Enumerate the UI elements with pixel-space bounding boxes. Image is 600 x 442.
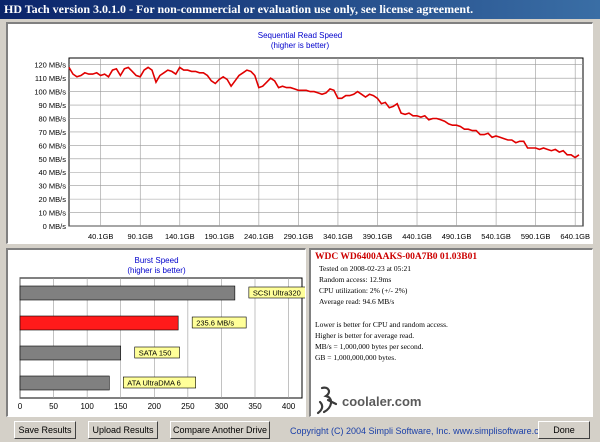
burst-bar (19, 285, 236, 301)
burst-x-tick: 50 (49, 402, 58, 411)
read-x-tick: 540.1GB (481, 232, 511, 241)
burst-bar-label: SCSI Ultra320 (253, 289, 301, 298)
burst-bar-label: 235.6 MB/s (196, 319, 234, 328)
burst-label-box (134, 346, 180, 359)
drive-model: WDC WD6400AAKS-00A7B0 01.03B01 (315, 252, 478, 262)
burst-x-tick: 0 (18, 402, 23, 411)
window-title: HD Tach version 3.0.1.0 - For non-commer… (0, 0, 600, 19)
read-y-tick: 40 MB/s (38, 168, 66, 177)
upload-results-button[interactable]: Upload Results (88, 421, 158, 439)
read-x-tick: 290.1GB (284, 232, 314, 241)
burst-x-tick: 400 (282, 402, 296, 411)
watermark-text: coolaler.com (342, 394, 421, 409)
read-y-tick: 50 MB/s (38, 155, 66, 164)
read-x-tick: 590.1GB (521, 232, 551, 241)
read-y-tick: 30 MB/s (38, 182, 66, 191)
random-access: Random access: 12.9ms (319, 275, 392, 284)
burst-x-tick: 350 (248, 402, 262, 411)
read-y-tick: 90 MB/s (38, 101, 66, 110)
burst-x-tick: 200 (148, 402, 162, 411)
burst-chart-subtitle: (higher is better) (127, 266, 186, 275)
note-mbs: MB/s = 1,000,000 bytes per second. (315, 342, 424, 351)
note-read: Higher is better for average read. (315, 331, 415, 340)
read-chart-title: Sequential Read Speed (257, 31, 343, 40)
read-x-tick: 40.1GB (88, 232, 113, 241)
burst-x-tick: 100 (80, 402, 94, 411)
burst-bar-tested-drive (19, 315, 179, 331)
burst-label-box (191, 316, 247, 329)
sequential-read-panel: Sequential Read Speed (higher is better)… (6, 22, 593, 244)
watermark-logo: coolaler.com (316, 386, 421, 415)
compare-another-drive-button[interactable]: Compare Another Drive (170, 421, 270, 439)
tested-on: Tested on 2008-02-23 at 05:21 (319, 264, 411, 273)
burst-x-tick: 300 (215, 402, 229, 411)
burst-bar-label: ATA UltraDMA 6 (127, 379, 181, 388)
read-y-tick: 110 MB/s (35, 74, 66, 83)
done-button[interactable]: Done (538, 421, 590, 439)
copyright-text: Copyright (C) 2004 Simpli Software, Inc.… (290, 426, 552, 436)
read-x-tick: 440.1GB (402, 232, 432, 241)
read-speed-line (68, 66, 580, 159)
read-x-tick: 140.1GB (165, 232, 195, 241)
burst-x-tick: 250 (181, 402, 195, 411)
read-x-tick: 490.1GB (442, 232, 472, 241)
read-chart-subtitle: (higher is better) (270, 41, 330, 50)
read-x-tick: 390.1GB (363, 232, 393, 241)
burst-bar (19, 345, 122, 361)
burst-speed-panel: Burst Speed (higher is better) 0 50 100 150… (6, 248, 306, 417)
burst-speed-chart: 0 50 100 150 200 250 300 350 400 SCSI Ultra320 235… (18, 277, 305, 411)
burst-chart-title: Burst Speed (134, 256, 179, 265)
note-cpu: Lower is better for CPU and random acces… (315, 320, 448, 329)
read-x-tick: 640.1GB (560, 232, 590, 241)
read-y-tick: 100 MB/s (34, 88, 66, 97)
read-y-tick: 0 MB/s (43, 222, 67, 231)
read-x-tick: 340.1GB (323, 232, 353, 241)
read-y-tick: 70 MB/s (38, 128, 66, 137)
burst-bar-label: SATA 150 (139, 349, 172, 358)
save-results-button[interactable]: Save Results (14, 421, 76, 439)
note-gb: GB = 1,000,000,000 bytes. (315, 353, 397, 362)
read-y-tick: 10 MB/s (38, 209, 66, 218)
sequential-read-chart: 0 MB/s 10 MB/s 20 MB/s 30 MB/s 40 MB/s 50 MB/… (34, 57, 590, 241)
drive-info-panel: WDC WD6400AAKS-00A7B0 01.03B01 Tested on… (309, 248, 593, 417)
cpu-utilization: CPU utilization: 2% (+/- 2%) (319, 286, 408, 295)
burst-bar (19, 375, 110, 391)
read-y-tick: 80 MB/s (38, 114, 66, 123)
read-x-tick: 190.1GB (205, 232, 235, 241)
read-y-tick: 20 MB/s (38, 195, 66, 204)
read-plot-area (68, 57, 584, 227)
read-y-tick: 120 MB/s (34, 61, 66, 70)
read-y-tick: 60 MB/s (38, 141, 66, 150)
burst-label-box (123, 376, 197, 389)
burst-x-tick: 150 (114, 402, 128, 411)
read-x-tick: 240.1GB (244, 232, 274, 241)
average-read: Average read: 94.6 MB/s (319, 297, 395, 306)
burst-label-box (248, 286, 305, 299)
read-x-tick: 90.1GB (128, 232, 153, 241)
